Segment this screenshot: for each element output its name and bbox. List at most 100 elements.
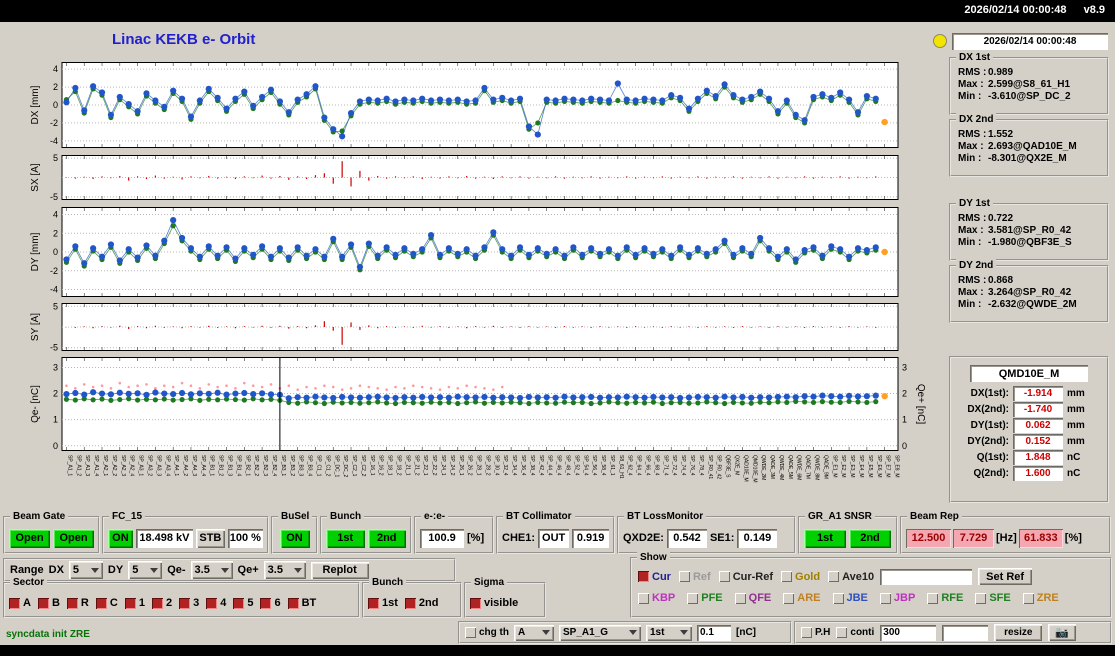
sigma-checkbox[interactable] [470,597,481,609]
svg-text:SP_B1_3: SP_B1_3 [227,455,233,476]
mode-select[interactable]: A [514,624,554,641]
show-checkbox[interactable] [734,592,746,604]
sector-checkbox-item-3[interactable]: 3 [179,597,199,609]
ref-name-input[interactable] [880,568,973,585]
interval-input[interactable] [880,624,937,641]
bunch-checkbox-item-1st[interactable]: 1st [368,597,398,609]
svg-text:SP_54_4: SP_54_4 [582,455,588,476]
sector-checkbox-label: A [23,597,31,609]
chg-th-checkbox-item[interactable]: chg th [465,627,509,638]
bpm-select[interactable]: SP_A1_G [559,624,641,641]
sector-checkbox-item-a[interactable]: A [9,597,31,609]
show-checkbox[interactable] [832,592,844,604]
sector-checkbox[interactable] [66,597,78,609]
show-checkbox-item-jbe[interactable]: JBE [832,592,868,604]
show-checkbox[interactable] [638,571,649,582]
sector-checkbox[interactable] [151,597,163,609]
resize-button[interactable]: resize [994,624,1043,641]
conti-checkbox[interactable] [836,627,848,638]
snsr-2nd-button[interactable]: 2nd [849,528,891,548]
busel-on-button[interactable]: ON [279,528,310,548]
bunch-1st-button[interactable]: 1st [326,528,365,548]
show-checkbox-item-zre[interactable]: ZRE [1022,592,1059,604]
show-checkbox-item-sfe[interactable]: SFE [975,592,1011,604]
svg-text:SP_A4_4: SP_A4_4 [200,455,206,476]
show-checkbox-label: Cur [652,570,671,583]
min-key: Min : [958,91,982,102]
sector-checkbox[interactable] [124,597,136,609]
replot-button[interactable]: Replot [310,561,369,579]
show-checkbox[interactable] [687,592,699,604]
range-label: Range [10,564,44,576]
show-checkbox-item-jbp[interactable]: JBP [879,592,915,604]
sector-checkbox-item-5[interactable]: 5 [233,597,253,609]
aux-input[interactable] [942,624,989,641]
fc15-stb-button[interactable]: STB [196,528,225,548]
range-dy-select[interactable]: 5 [128,561,163,579]
set-ref-button[interactable]: Set Ref [978,568,1033,585]
beam-gate-open-button-1[interactable]: Open [9,528,50,548]
sector-checkbox-item-1[interactable]: 1 [124,597,145,609]
show-checkbox[interactable] [975,592,987,604]
show-checkbox[interactable] [828,571,840,582]
show-checkbox-item-are[interactable]: ARE [783,592,821,604]
bunch-select[interactable]: 1st [646,624,692,641]
show-checkbox[interactable] [1022,592,1034,604]
sector-checkbox-item-bt[interactable]: BT [287,597,316,609]
beam-rep-rate-1: 12.500 [906,528,951,548]
beam-gate-open-button-2[interactable]: Open [53,528,94,548]
monitor-row-label: DX(2nd): [967,404,1009,415]
show-checkbox[interactable] [678,571,690,582]
sector-checkbox[interactable] [260,597,272,609]
show-checkbox-item-pfe[interactable]: PFE [687,592,723,604]
show-checkbox-item-cur[interactable]: Cur [638,571,671,583]
conti-checkbox-item[interactable]: conti [836,627,874,638]
sector-checkbox-item-6[interactable]: 6 [260,597,281,609]
camera-button[interactable]: 📷 [1048,624,1077,641]
sector-checkbox-item-b[interactable]: B [37,597,60,609]
show-checkbox[interactable] [927,592,939,604]
sector-checkbox[interactable] [206,597,218,609]
show-checkbox-item-kbp[interactable]: KBP [638,592,675,604]
range-qem-select[interactable]: 3.5 [190,561,233,579]
beam-rep-rate-2: 7.729 [953,528,994,548]
snsr-1st-button[interactable]: 1st [804,528,846,548]
bunch-checkbox-item-2nd[interactable]: 2nd [404,597,438,609]
sector-checkbox-item-2[interactable]: 2 [151,597,172,609]
svg-text:SX [A]: SX [A] [30,163,41,192]
range-qep-select[interactable]: 3.5 [263,561,306,579]
show-checkbox-item-rfe[interactable]: RFE [927,592,963,604]
range-dx-select[interactable]: 5 [68,561,103,579]
show-checkbox[interactable] [781,571,793,582]
sector-checkbox[interactable] [287,597,299,609]
svg-text:SP_B2_1: SP_B2_1 [244,455,250,476]
sector-checkbox[interactable] [9,597,20,609]
show-checkbox-item-cur-ref[interactable]: Cur-Ref [718,571,773,583]
sector-checkbox-item-c[interactable]: C [95,597,118,609]
threshold-input[interactable] [697,624,731,641]
show-checkbox[interactable] [783,592,795,604]
bunch-checkbox[interactable] [368,597,379,609]
sector-checkbox-item-4[interactable]: 4 [206,597,226,609]
bunch-2nd-button[interactable]: 2nd [367,528,406,548]
show-checkbox-item-qfe[interactable]: QFE [734,592,771,604]
chg-th-checkbox[interactable] [465,627,476,638]
show-checkbox-item-gold[interactable]: Gold [781,571,820,583]
range-qep-value: 3.5 [267,564,283,576]
sector-checkbox[interactable] [179,597,191,609]
show-checkbox-item-ref[interactable]: Ref [678,571,711,583]
show-checkbox-item-ave10[interactable]: Ave10 [828,571,874,583]
sector-checkbox[interactable] [95,597,107,609]
bunch-checkbox[interactable] [404,597,416,609]
show-checkbox[interactable] [718,571,730,582]
main-area: Linac KEKB e- Orbit 4 2 0 -2 -4 DX [mm] 5 -5 SX… [0,22,1115,645]
fc15-on-button[interactable]: ON [108,528,133,548]
sector-checkbox[interactable] [233,597,245,609]
sector-checkbox-item-r[interactable]: R [66,597,89,609]
show-checkbox[interactable] [879,592,891,604]
ph-checkbox-item[interactable]: P.H [801,627,830,638]
sigma-checkbox-item-visible[interactable]: visible [470,597,518,609]
sector-checkbox[interactable] [37,597,49,609]
ph-checkbox[interactable] [801,627,812,638]
show-checkbox[interactable] [638,592,649,604]
